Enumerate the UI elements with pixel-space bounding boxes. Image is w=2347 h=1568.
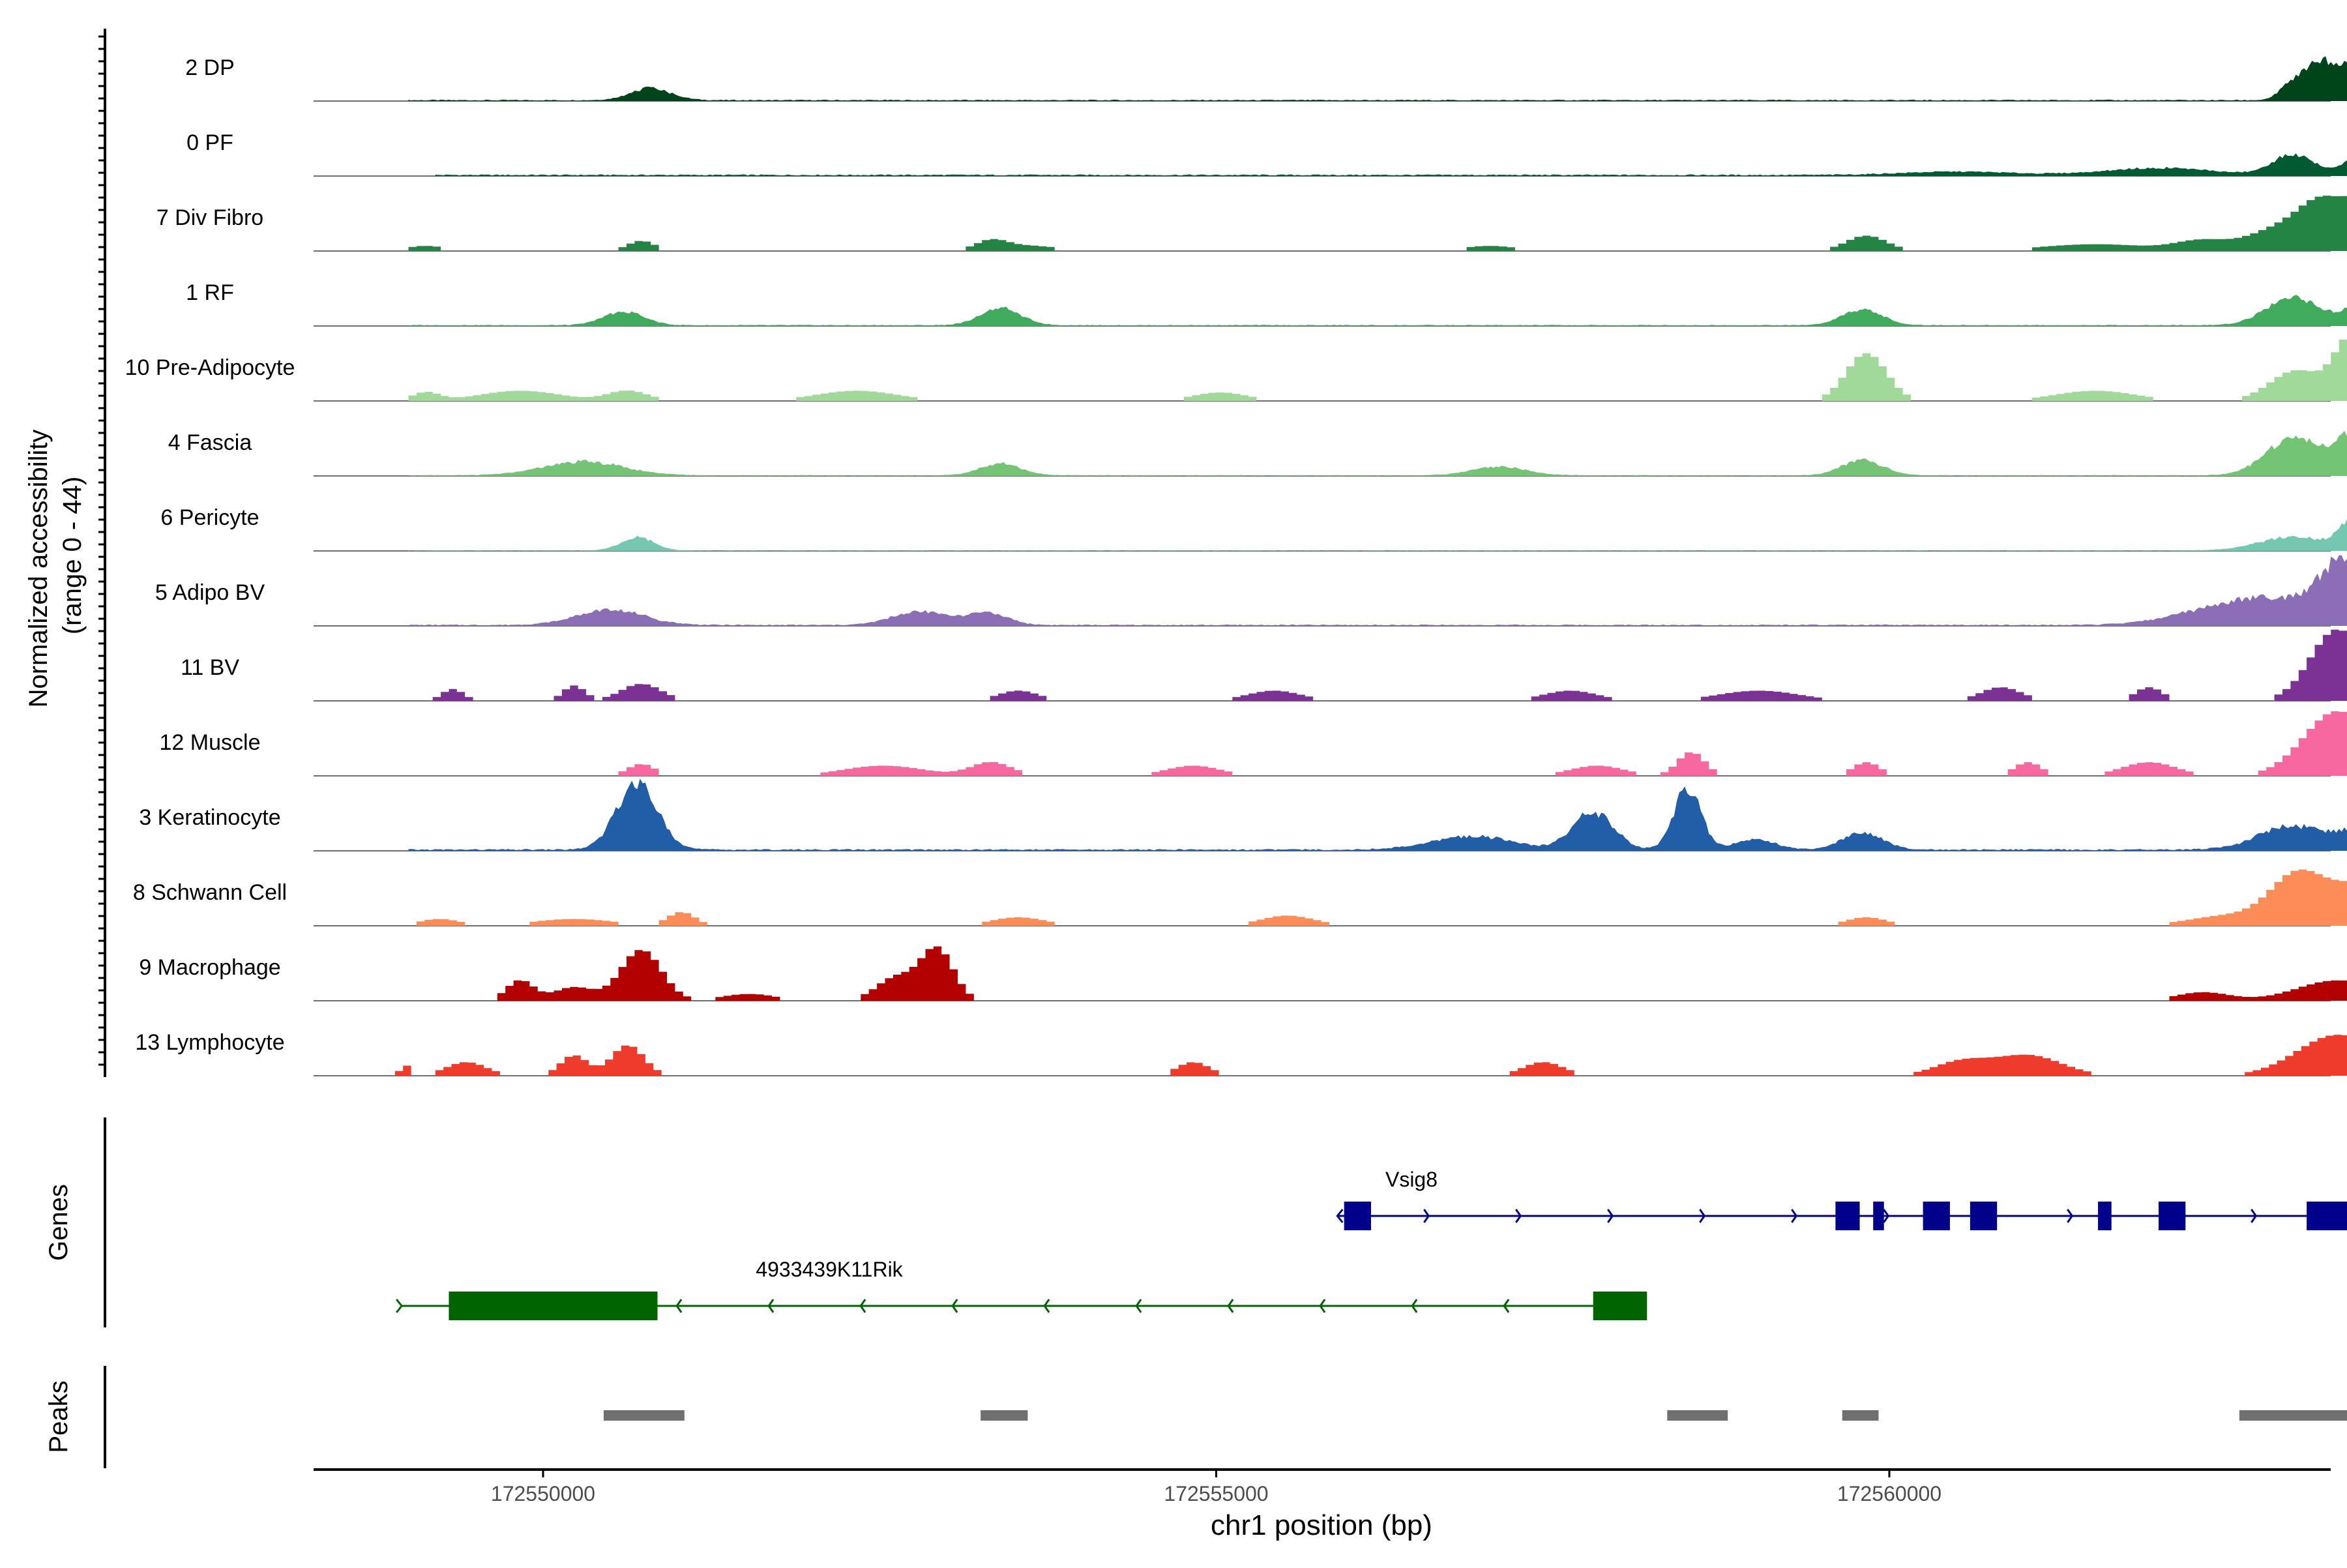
- coverage-track: 5 Adipo BV: [155, 554, 2347, 626]
- peak-regions: [604, 1410, 2347, 1421]
- coverage-area: [409, 336, 2347, 402]
- track-label: 7 Div Fibro: [156, 205, 263, 230]
- track-label: 0 PF: [186, 130, 233, 155]
- y-axis-range-label: (range 0 - 44): [58, 477, 87, 634]
- gene-end-arrow: [396, 1299, 402, 1312]
- gene-exon: [1835, 1202, 1859, 1230]
- peak-region-bar: [604, 1410, 685, 1421]
- coverage-area: [409, 947, 2347, 1001]
- peak-region-bar: [981, 1410, 1027, 1421]
- coverage-track: 8 Schwann Cell: [133, 870, 2347, 926]
- track-label: 5 Adipo BV: [155, 580, 265, 605]
- gene-models: Vsig8 4933439K11Rik: [396, 1168, 2347, 1320]
- track-label: 9 Macrophage: [139, 955, 280, 980]
- track-label: 11 BV: [181, 655, 239, 680]
- gene-exon: [1923, 1202, 1950, 1230]
- gene-name-label: 4933439K11Rik: [756, 1258, 903, 1281]
- track-label: 8 Schwann Cell: [133, 880, 287, 905]
- coverage-area: [409, 506, 2347, 552]
- gene-exon: [1873, 1202, 1884, 1230]
- coverage-track: 9 Macrophage: [139, 947, 2347, 1001]
- track-label: 10 Pre-Adipocyte: [125, 355, 295, 380]
- genes-label: Genes: [44, 1184, 73, 1261]
- gene-exon: [2098, 1202, 2112, 1230]
- gene-exon: [449, 1292, 657, 1320]
- genes-panel: Genes Vsig8 4933439K11Rik: [44, 1117, 2347, 1327]
- gene-model: 4933439K11Rik: [396, 1258, 1647, 1320]
- x-axis-label: chr1 position (bp): [1211, 1509, 1432, 1541]
- coverage-area: [409, 630, 2347, 701]
- peak-region-bar: [1842, 1410, 1879, 1421]
- track-label: 13 Lymphocyte: [135, 1030, 284, 1055]
- coverage-track: 10 Pre-Adipocyte: [125, 336, 2347, 402]
- coverage-area: [409, 870, 2347, 926]
- coverage-area: [409, 554, 2347, 626]
- track-label: 1 RF: [186, 280, 234, 305]
- track-label: 3 Keratinocyte: [139, 805, 280, 830]
- peak-region-bar: [2239, 1410, 2347, 1421]
- coverage-track: 7 Div Fibro: [156, 179, 2347, 251]
- gene-exon: [1593, 1292, 1647, 1320]
- coverage-area: [409, 284, 2347, 327]
- coverage-area: [409, 56, 2347, 101]
- coverage-area: [409, 179, 2347, 251]
- coverage-tracks: 2 DP 0 PF 7 Div Fibro 1 RF 10 Pre-Adipocyte 4…: [125, 55, 2347, 1076]
- track-label: 6 Pericyte: [160, 505, 259, 530]
- coverage-track: 2 DP: [185, 55, 2347, 101]
- peaks-label: Peaks: [44, 1380, 73, 1453]
- coverage-y-axis: [98, 29, 105, 1077]
- track-label: 4 Fascia: [168, 430, 252, 455]
- coverage-area: [409, 778, 2347, 851]
- coverage-track: 3 Keratinocyte: [139, 778, 2347, 851]
- x-tick-label: 172550000: [491, 1482, 595, 1505]
- coverage-area: [435, 136, 2347, 176]
- coverage-track: 1 RF: [186, 280, 2347, 326]
- coverage-track: 12 Muscle: [160, 711, 2347, 776]
- coverage-area: [395, 1032, 2347, 1076]
- peak-region-bar: [1667, 1410, 1728, 1421]
- coverage-track: 4 Fascia: [168, 423, 2347, 476]
- coverage-area: [409, 711, 2347, 776]
- y-axis-label: Normalized accessibility: [24, 430, 53, 708]
- coverage-track: 6 Pericyte: [160, 505, 2347, 551]
- track-label: 2 DP: [185, 55, 235, 80]
- gene-exon: [1344, 1202, 1371, 1230]
- x-axis: 172550000172555000172560000172565000: [314, 1470, 2347, 1505]
- x-tick-label: 172555000: [1164, 1482, 1268, 1505]
- gene-name-label: Vsig8: [1385, 1168, 1438, 1191]
- gene-model: Vsig8: [1337, 1168, 2347, 1230]
- coverage-track: 13 Lymphocyte: [135, 1030, 2347, 1076]
- track-label: 12 Muscle: [160, 730, 261, 755]
- gene-exon: [2307, 1202, 2347, 1230]
- x-tick-label: 172560000: [1837, 1482, 1941, 1505]
- coverage-track: 11 BV: [181, 630, 2347, 701]
- coverage-area: [409, 423, 2347, 476]
- gene-exon: [1970, 1202, 1997, 1230]
- gene-exon: [2159, 1202, 2185, 1230]
- coverage-track: 0 PF: [186, 130, 2347, 176]
- peaks-panel: Peaks: [44, 1366, 2347, 1468]
